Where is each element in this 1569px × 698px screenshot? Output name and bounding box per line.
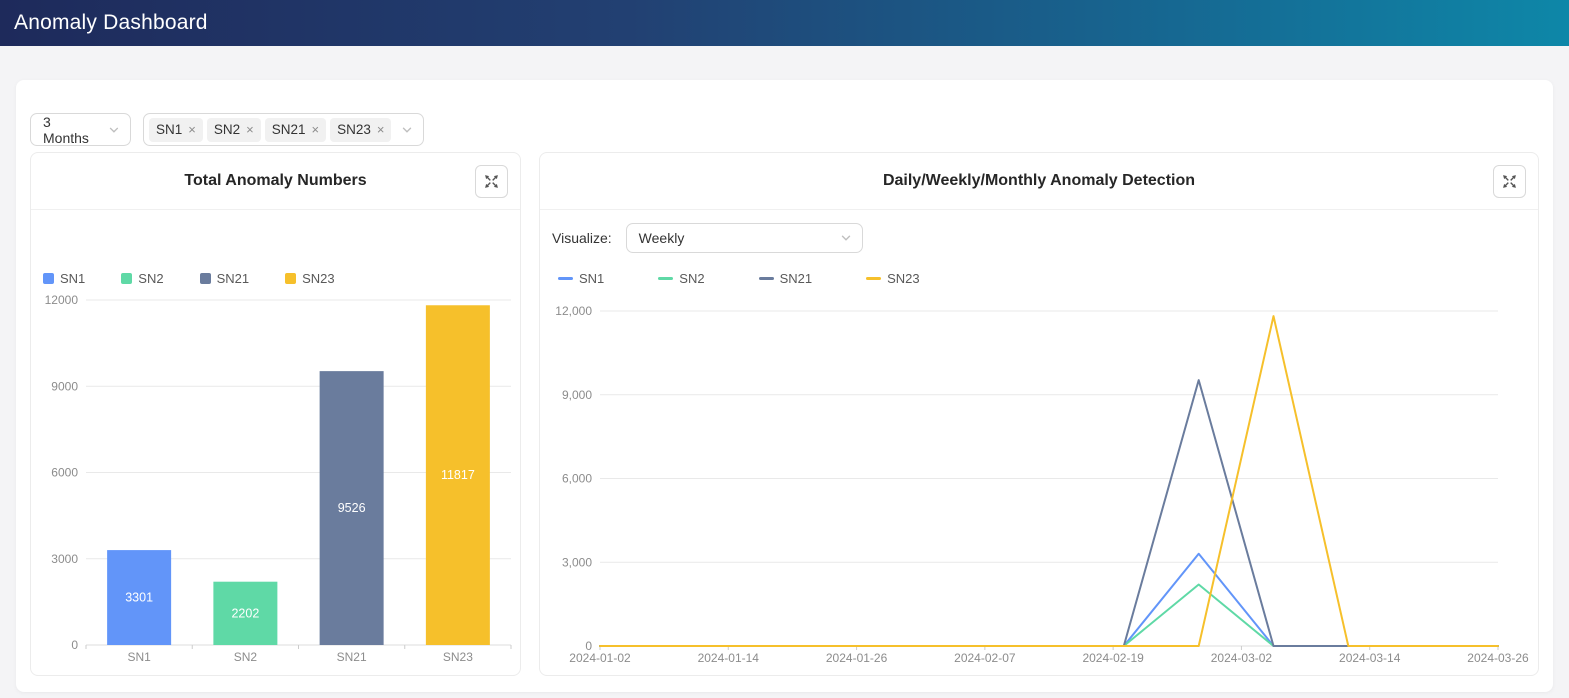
app-header: Anomaly Dashboard <box>0 0 1569 46</box>
anomaly-detection-card: Daily/Weekly/Monthly Anomaly Detection V… <box>539 152 1539 676</box>
svg-text:SN23: SN23 <box>443 650 473 664</box>
total-anomaly-title: Total Anomaly Numbers <box>184 172 367 189</box>
anomaly-detection-title: Daily/Weekly/Monthly Anomaly Detection <box>882 172 1196 189</box>
chevron-down-icon <box>841 235 850 241</box>
legend-swatch <box>121 273 133 284</box>
legend-swatch <box>758 277 774 280</box>
svg-text:0: 0 <box>585 639 592 653</box>
bar-chart-legend: SN1 SN2 SN21 SN23 <box>43 271 371 286</box>
series-multiselect[interactable]: SN1 × SN2 × SN21 × SN23 × <box>143 113 425 146</box>
svg-text:2024-02-19: 2024-02-19 <box>1082 651 1144 665</box>
legend-label: SN21 <box>779 271 813 286</box>
legend-item-sn21[interactable]: SN21 <box>199 271 250 286</box>
legend-label: SN23 <box>302 271 335 286</box>
visualize-select[interactable]: Weekly <box>625 223 863 253</box>
line-chart-legend: SN1 SN2 SN21 SN23 <box>558 271 974 286</box>
fullscreen-expand-icon <box>1503 175 1516 188</box>
legend-swatch <box>866 277 882 280</box>
svg-text:9000: 9000 <box>51 379 78 393</box>
svg-text:2024-02-07: 2024-02-07 <box>954 651 1016 665</box>
series-tag-label: SN21 <box>271 122 306 137</box>
legend-item-sn23[interactable]: SN23 <box>866 271 920 286</box>
remove-tag-icon[interactable]: × <box>376 122 385 137</box>
remove-tag-icon[interactable]: × <box>246 122 254 137</box>
anomaly-detection-card-header: Daily/Weekly/Monthly Anomaly Detection <box>540 153 1538 210</box>
series-tag[interactable]: SN2 × <box>206 117 261 142</box>
page-title: Anomaly Dashboard <box>14 11 208 34</box>
legend-swatch <box>658 277 674 280</box>
remove-tag-icon[interactable]: × <box>311 122 320 137</box>
cards-row: Total Anomaly Numbers SN1 SN2 SN21 SN23 0 30… <box>30 152 1539 676</box>
legend-item-sn1[interactable]: SN1 <box>43 271 85 286</box>
svg-text:6000: 6000 <box>51 466 78 480</box>
svg-text:12000: 12000 <box>45 293 79 307</box>
series-tag-label: SN2 <box>213 122 241 137</box>
filter-bar: 3 Months SN1 × SN2 × SN21 × SN23 × <box>30 113 1539 146</box>
svg-text:2024-03-14: 2024-03-14 <box>1339 651 1401 665</box>
svg-text:11817: 11817 <box>441 468 475 482</box>
svg-text:9526: 9526 <box>338 501 366 515</box>
legend-swatch <box>558 277 573 280</box>
svg-text:9,000: 9,000 <box>562 388 592 402</box>
line-chart: 0 3,000 6,000 9,000 12,000 2024-01-02 2024-01-… <box>555 304 1529 665</box>
total-anomaly-card-header: Total Anomaly Numbers <box>31 153 520 210</box>
content-panel: 3 Months SN1 × SN2 × SN21 × SN23 × Total Anomal… <box>16 80 1553 692</box>
anomaly-detection-card-body: Visualize: Weekly SN1 SN2 SN21 SN23 0 3,000 6… <box>540 210 1538 676</box>
legend-label: SN2 <box>138 271 164 286</box>
visualize-row: Visualize: Weekly <box>540 210 1538 253</box>
svg-text:2024-03-26: 2024-03-26 <box>1467 651 1529 665</box>
legend-label: SN23 <box>887 271 920 286</box>
series-tag[interactable]: SN21 × <box>264 117 327 142</box>
legend-label: SN1 <box>60 271 86 286</box>
legend-item-sn2[interactable]: SN2 <box>121 271 164 286</box>
svg-text:2024-03-02: 2024-03-02 <box>1211 651 1273 665</box>
svg-text:2202: 2202 <box>231 606 259 620</box>
svg-text:2024-01-26: 2024-01-26 <box>826 651 888 665</box>
svg-text:3301: 3301 <box>125 591 153 605</box>
svg-text:3000: 3000 <box>51 552 78 566</box>
svg-text:2024-01-02: 2024-01-02 <box>569 651 631 665</box>
legend-swatch <box>285 273 297 284</box>
series-tag[interactable]: SN1 × <box>149 117 203 142</box>
visualize-select-value: Weekly <box>638 230 685 246</box>
svg-text:SN1: SN1 <box>127 650 151 664</box>
series-tag[interactable]: SN23 × <box>330 117 392 142</box>
total-anomaly-card-body: SN1 SN2 SN21 SN23 0 3000 6000 9000 12000 3301 SN1… <box>31 210 520 676</box>
legend-label: SN2 <box>679 271 705 286</box>
legend-item-sn23[interactable]: SN23 <box>285 271 335 286</box>
chevron-down-icon <box>403 127 412 133</box>
svg-text:6,000: 6,000 <box>562 472 592 486</box>
series-tag-label: SN1 <box>156 122 183 137</box>
legend-item-sn1[interactable]: SN1 <box>558 271 604 286</box>
series-tags: SN1 × SN2 × SN21 × SN23 × <box>149 117 392 142</box>
legend-label: SN1 <box>579 271 605 286</box>
svg-text:12,000: 12,000 <box>555 304 592 318</box>
expand-button[interactable] <box>1493 165 1526 198</box>
legend-label: SN21 <box>216 271 250 286</box>
total-anomaly-card: Total Anomaly Numbers SN1 SN2 SN21 SN23 0 30… <box>30 152 521 676</box>
remove-tag-icon[interactable]: × <box>188 122 196 137</box>
series-tag-label: SN23 <box>337 122 371 137</box>
period-select[interactable]: 3 Months <box>30 113 131 146</box>
expand-button[interactable] <box>475 165 508 198</box>
svg-text:SN21: SN21 <box>337 650 367 664</box>
svg-text:3,000: 3,000 <box>562 555 592 569</box>
svg-text:0: 0 <box>71 638 78 652</box>
bar-chart: 0 3000 6000 9000 12000 3301 SN1 2202 SN2 9526 SN21… <box>45 293 512 664</box>
legend-item-sn21[interactable]: SN21 <box>758 271 813 286</box>
legend-swatch <box>199 273 211 284</box>
chevron-down-icon <box>109 127 119 133</box>
visualize-label: Visualize: <box>552 230 612 246</box>
fullscreen-expand-icon <box>485 175 498 188</box>
legend-swatch <box>43 273 54 284</box>
svg-text:SN2: SN2 <box>234 650 258 664</box>
period-select-value: 3 Months <box>43 113 89 146</box>
svg-text:2024-01-14: 2024-01-14 <box>698 651 760 665</box>
legend-item-sn2[interactable]: SN2 <box>658 271 705 286</box>
